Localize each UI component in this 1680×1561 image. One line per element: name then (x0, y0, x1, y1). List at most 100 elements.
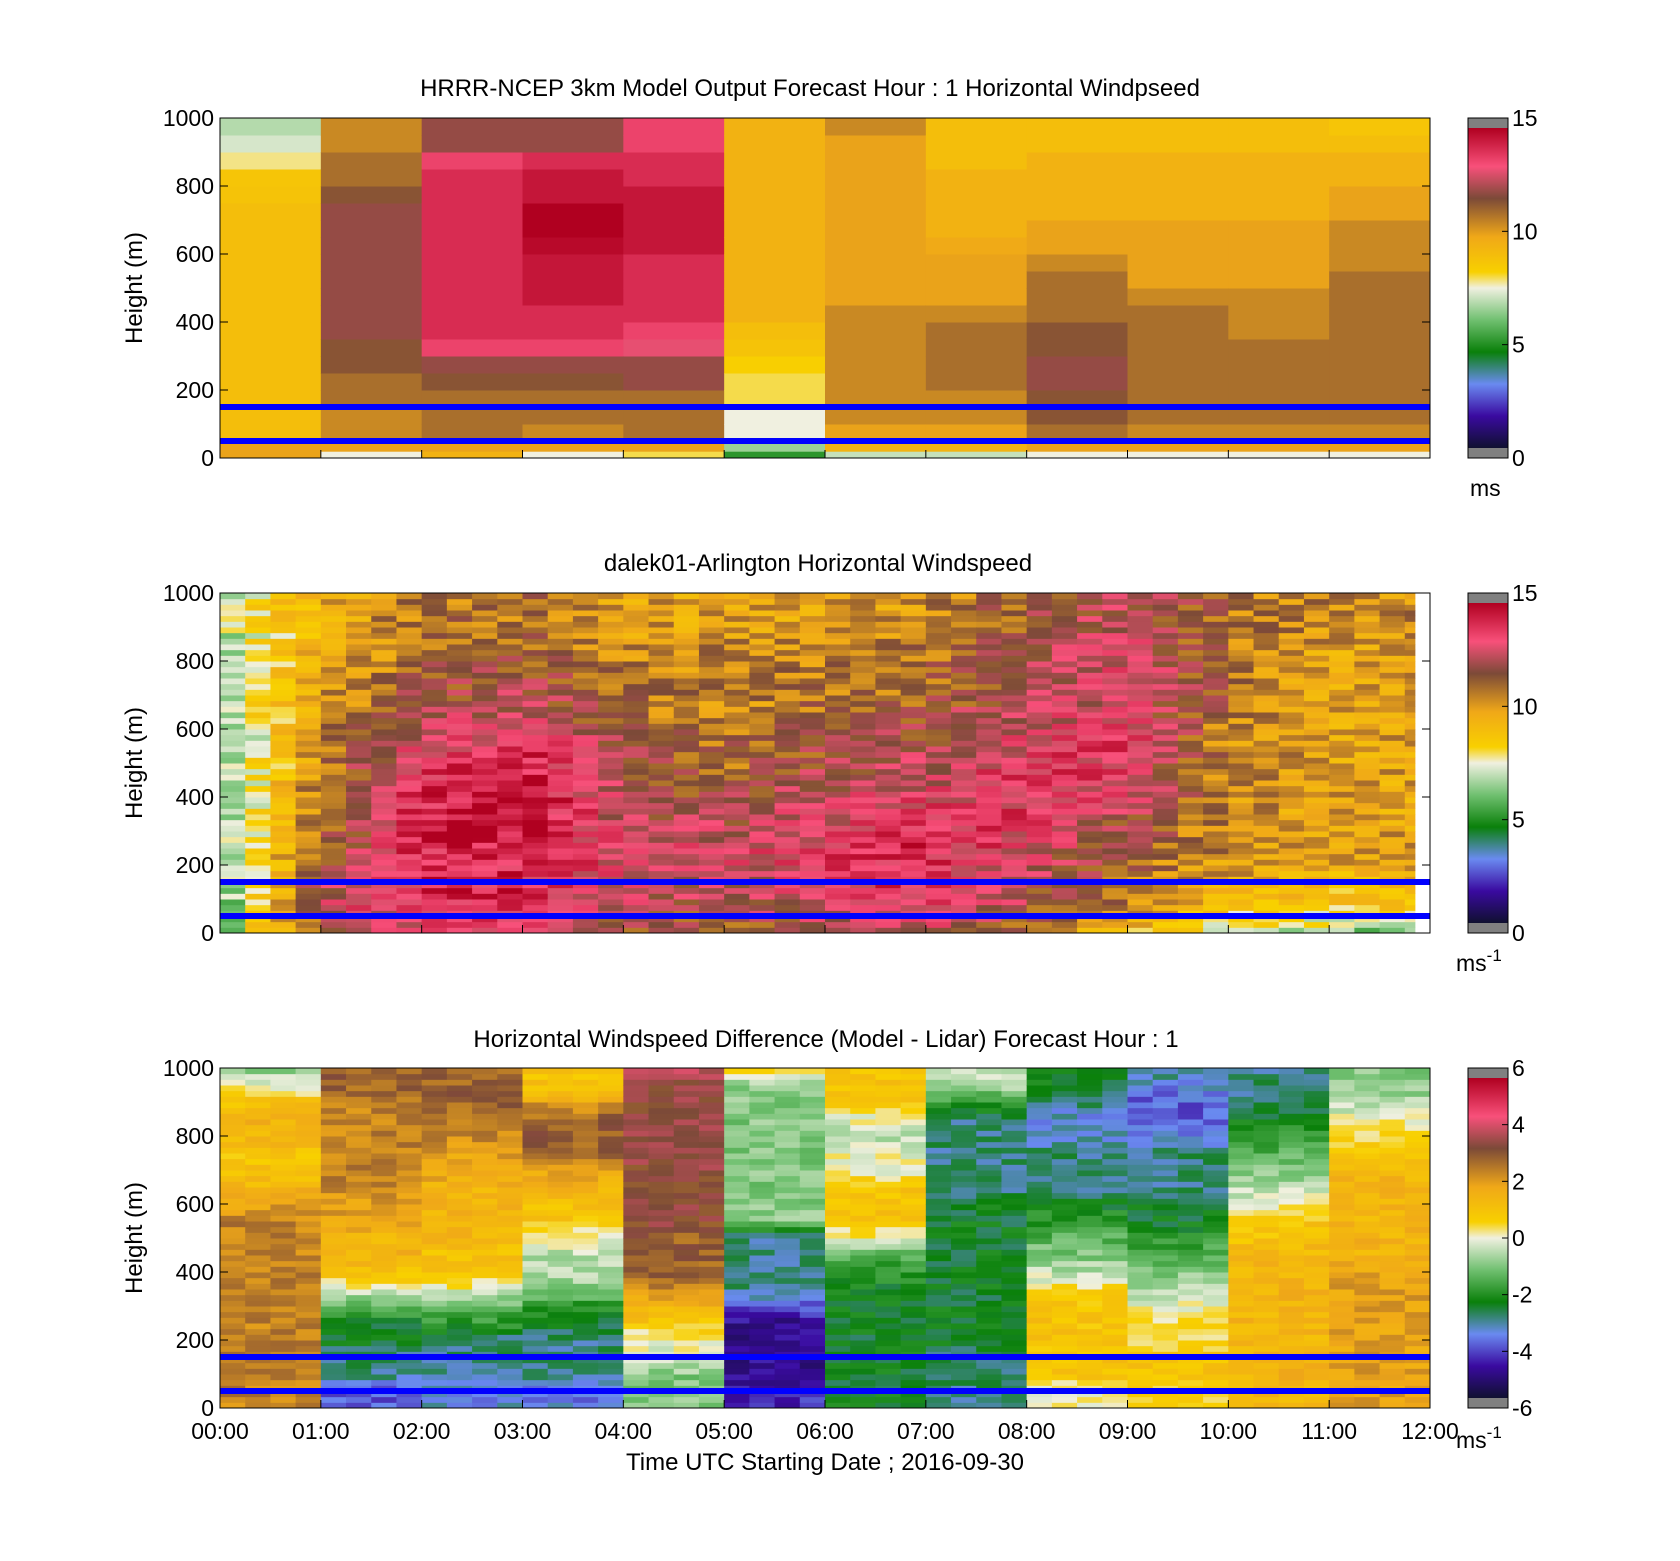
heatmap-cell (774, 678, 801, 685)
heatmap-cell (320, 407, 423, 425)
heatmap-cell (472, 1340, 498, 1347)
heatmap-cell (774, 836, 801, 843)
heatmap-cell (245, 723, 271, 730)
heatmap-cell (522, 627, 549, 634)
heatmap-cell (371, 1085, 397, 1092)
heatmap-cell (875, 717, 902, 724)
heatmap-cell (396, 921, 423, 928)
heatmap-cell (1051, 921, 1078, 928)
heatmap-cell (1253, 791, 1280, 798)
heatmap-cell (1329, 808, 1355, 815)
colorbar-unit: ms (1470, 475, 1501, 501)
heatmap-cell (270, 797, 297, 804)
heatmap-cell (1152, 814, 1179, 821)
heatmap-cell (850, 1402, 876, 1409)
heatmap-cell (698, 1192, 725, 1199)
heatmap-cell (1253, 916, 1280, 923)
heatmap-cell (799, 916, 826, 923)
heatmap-cell (396, 1391, 423, 1398)
heatmap-cell (900, 808, 927, 815)
heatmap-cell (1026, 768, 1053, 775)
heatmap-cell (673, 768, 700, 775)
heatmap-cell (774, 1272, 801, 1279)
heatmap-cell (724, 723, 750, 730)
heatmap-cell (472, 1209, 498, 1216)
heatmap-cell (825, 1317, 851, 1324)
heatmap-cell (1102, 768, 1128, 775)
heatmap-cell (1404, 870, 1416, 877)
heatmap-cell (774, 819, 801, 826)
heatmap-cell (1329, 672, 1355, 679)
heatmap-cell (1177, 797, 1204, 804)
heatmap-cell (1303, 819, 1330, 826)
heatmap-cell (245, 768, 271, 775)
heatmap-cell (295, 1283, 322, 1290)
heatmap-cell (1404, 604, 1416, 611)
heatmap-cell (825, 825, 851, 832)
heatmap-cell (1051, 887, 1078, 894)
heatmap-cell (698, 638, 725, 645)
heatmap-cell (799, 717, 826, 724)
heatmap-cell (522, 1085, 549, 1092)
heatmap-cell (396, 1181, 423, 1188)
heatmap-cell (598, 1334, 624, 1341)
heatmap-cell (850, 1272, 876, 1279)
heatmap-cell (472, 814, 498, 821)
heatmap-cell (572, 757, 599, 764)
heatmap-cell (396, 1266, 423, 1273)
heatmap-cell (1379, 644, 1406, 651)
heatmap-cell (497, 780, 523, 787)
heatmap-cell (698, 644, 725, 651)
heatmap-cell (1001, 791, 1028, 798)
heatmap-cell (698, 740, 725, 747)
heatmap-cell (245, 1328, 271, 1335)
heatmap-cell (1077, 831, 1103, 838)
heatmap-cell (951, 666, 977, 673)
heatmap-cell (1329, 785, 1355, 792)
heatmap-cell (825, 1243, 851, 1250)
heatmap-cell (346, 638, 372, 645)
heatmap-cell (724, 1096, 750, 1103)
heatmap-cell (648, 757, 675, 764)
heatmap-cell (875, 1107, 902, 1114)
heatmap-cell (220, 870, 246, 877)
heatmap-cell (623, 1170, 650, 1177)
heatmap-cell (1177, 593, 1204, 600)
heatmap-cell (396, 774, 423, 781)
heatmap-cell (1228, 916, 1255, 923)
heatmap-cell (799, 598, 826, 605)
heatmap-cell (1354, 791, 1381, 798)
heatmap-cell (623, 836, 650, 843)
heatmap-cell (623, 220, 725, 238)
heatmap-cell (1077, 717, 1103, 724)
heatmap-cell (446, 819, 473, 826)
heatmap-cell (421, 203, 523, 221)
heatmap-cell (900, 1391, 927, 1398)
heatmap-cell (698, 1260, 725, 1267)
heatmap-cell (1051, 655, 1078, 662)
heatmap-cell (1404, 740, 1416, 747)
heatmap-cell (1404, 927, 1416, 934)
heatmap-cell (925, 1187, 952, 1194)
heatmap-cell (799, 1277, 826, 1284)
heatmap-cell (245, 1396, 271, 1403)
heatmap-cell (900, 740, 927, 747)
heatmap-cell (623, 1272, 650, 1279)
heatmap-cell (1253, 848, 1280, 855)
heatmap-cell (850, 1192, 876, 1199)
heatmap-cell (1177, 757, 1204, 764)
heatmap-cell (572, 706, 599, 713)
heatmap-cell (673, 593, 700, 600)
heatmap-cell (724, 1204, 750, 1211)
heatmap-cell (673, 700, 700, 707)
heatmap-cell (623, 1243, 650, 1250)
heatmap-cell (976, 802, 1002, 809)
heatmap-cell (1001, 604, 1028, 611)
heatmap-cell (472, 802, 498, 809)
heatmap-cell (951, 655, 977, 662)
heatmap-cell (270, 791, 297, 798)
heatmap-cell (371, 1277, 397, 1284)
heatmap-cell (320, 118, 423, 136)
heatmap-cell (623, 831, 650, 838)
heatmap-cell (673, 1090, 700, 1097)
